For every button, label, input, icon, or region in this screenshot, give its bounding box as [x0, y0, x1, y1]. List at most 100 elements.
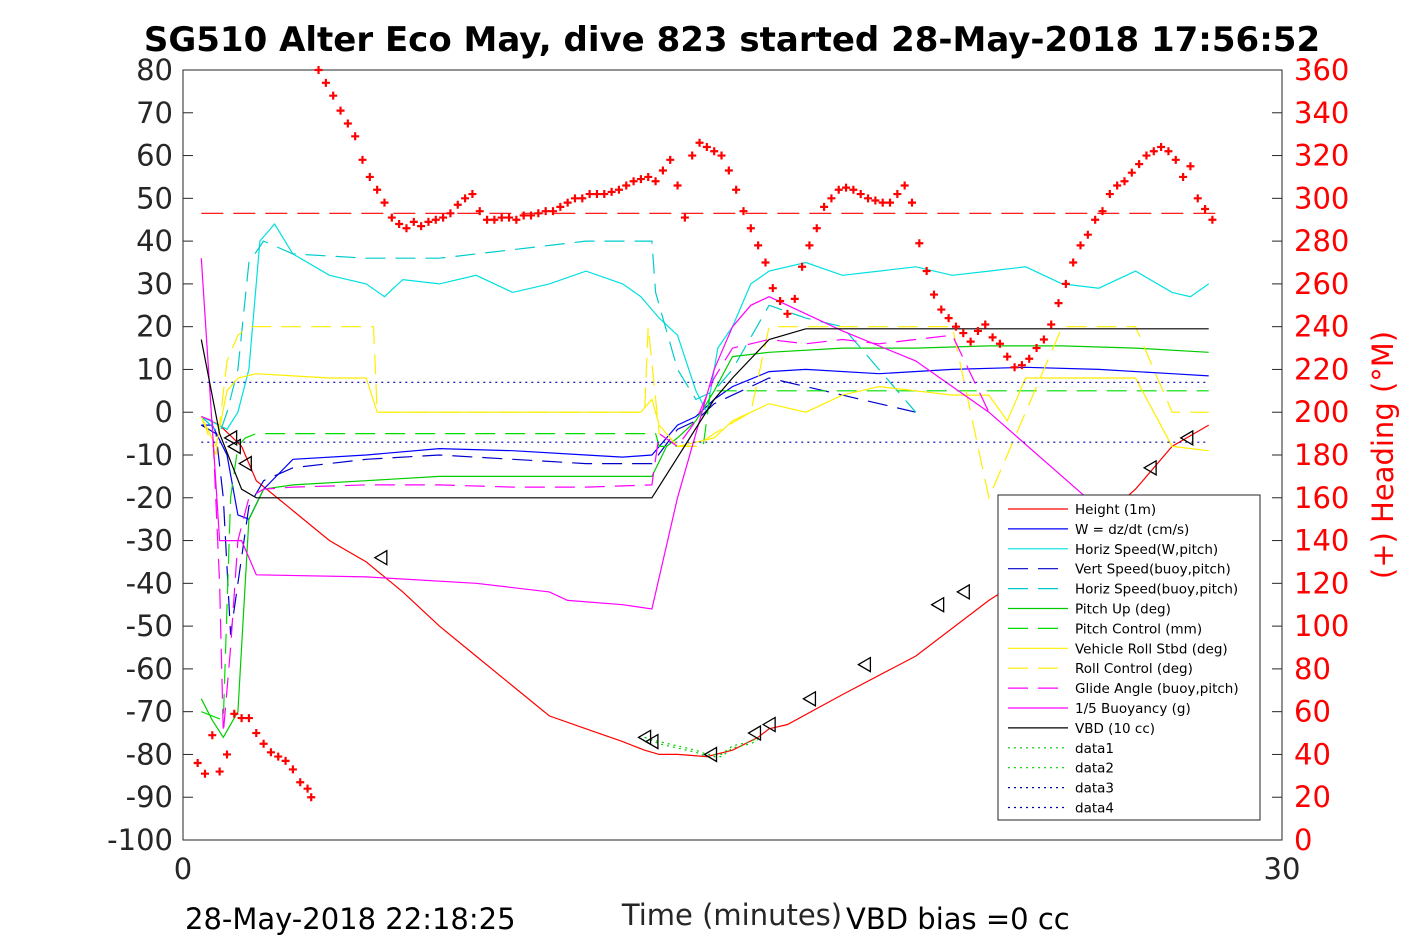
heading-point [1127, 168, 1136, 177]
heading-point [959, 329, 968, 338]
series-line-6 [201, 390, 1209, 722]
heading-point [222, 750, 231, 759]
heading-point [288, 765, 297, 774]
heading-point [1003, 352, 1012, 361]
marker-triangle [637, 729, 652, 746]
x-tick-label: 30 [1264, 852, 1301, 886]
heading-point [739, 207, 748, 216]
y2-tick-label: 300 [1294, 181, 1349, 215]
footer-right: VBD bias =0 cc [846, 902, 1070, 936]
marker-layer [223, 429, 1194, 763]
heading-point [732, 185, 741, 194]
heading-point [600, 190, 609, 199]
heading-point [1193, 194, 1202, 203]
y2-tick-label: 140 [1294, 524, 1349, 558]
heading-point [871, 196, 880, 205]
marker-triangle [703, 746, 718, 763]
heading-point [321, 78, 330, 87]
legend-label: W = dz/dt (cm/s) [1075, 522, 1189, 538]
heading-point [1098, 207, 1107, 216]
heading-point [937, 305, 946, 314]
heading-point [1149, 147, 1158, 156]
marker-triangle [223, 429, 238, 447]
heading-point [644, 172, 653, 181]
heading-point [900, 181, 909, 190]
heading-point [424, 217, 433, 226]
legend-label: Height (1m) [1075, 502, 1156, 518]
y-tick-label: -50 [126, 609, 173, 643]
y2-tick-label: 240 [1294, 310, 1349, 344]
heading-point [468, 190, 477, 199]
heading-point [966, 337, 975, 346]
heading-point [688, 151, 697, 160]
heading-point [783, 309, 792, 318]
series-line-2 [201, 222, 1210, 431]
heading-point [1054, 299, 1063, 308]
series-line-0 [201, 415, 1210, 758]
y2-tick-label: 340 [1294, 96, 1349, 130]
heading-point [556, 202, 565, 211]
heading-point [563, 198, 572, 207]
heading-point [666, 155, 675, 164]
legend-label: data1 [1075, 741, 1114, 757]
heading-point [1025, 354, 1034, 363]
heading-point [296, 778, 305, 787]
chart-title: SG510 Alter Eco May, dive 823 started 28… [144, 20, 1320, 60]
heading-point [1157, 143, 1166, 151]
heading-point [805, 241, 814, 250]
heading-point [1032, 344, 1041, 353]
heading-point [303, 784, 312, 793]
legend-label: Horiz Speed(buoy,pitch) [1075, 582, 1238, 598]
heading-point [834, 185, 843, 194]
heading-point [776, 297, 785, 305]
y-tick-label: 0 [155, 395, 173, 429]
heading-point [761, 258, 770, 267]
heading-point [629, 177, 638, 186]
heading-point [614, 185, 623, 194]
legend-label: data4 [1075, 801, 1114, 817]
heading-point [505, 213, 514, 222]
heading-point [1135, 160, 1144, 169]
heading-point [1179, 172, 1188, 181]
legend-label: 1/5 Buoyancy (g) [1075, 701, 1191, 717]
heading-point [820, 202, 829, 211]
heading-point [259, 739, 268, 748]
heading-point [1039, 335, 1048, 344]
heading-point [951, 322, 960, 331]
heading-point [908, 198, 917, 207]
legend-label: VBD (10 cc) [1075, 721, 1155, 737]
heading-point [281, 756, 290, 765]
heading-point [527, 211, 536, 220]
heading-point [651, 177, 660, 186]
series-line-7 [200, 373, 1209, 452]
y-tick-label: -80 [126, 737, 173, 771]
heading-point [1069, 258, 1078, 267]
heading-point [710, 147, 719, 156]
y-tick-label: 70 [136, 96, 173, 130]
heading-point [431, 215, 440, 224]
legend-label: Pitch Up (deg) [1075, 602, 1171, 618]
series-line-8 [200, 326, 1209, 500]
heading-point [1208, 215, 1217, 224]
legend-label: Roll Control (deg) [1075, 661, 1193, 677]
footer-left: 28-May-2018 22:18:25 [185, 902, 516, 936]
y2-tick-label: 320 [1294, 139, 1349, 173]
heading-point [343, 119, 352, 128]
heading-point [856, 190, 865, 199]
heading-point [658, 166, 667, 175]
heading-point [995, 339, 1004, 348]
heading-point [1120, 177, 1129, 186]
heading-point [1186, 162, 1195, 171]
series-line-3 [200, 377, 916, 635]
marker-triangle [1179, 429, 1194, 447]
y2-tick-label: 200 [1294, 395, 1349, 429]
marker-triangle [373, 549, 388, 566]
series-line-9 [201, 334, 990, 734]
heading-point [1091, 215, 1100, 224]
heading-point [453, 200, 462, 209]
heading-point [446, 209, 455, 218]
y-tick-label: 50 [136, 181, 173, 215]
heading-point [365, 172, 374, 181]
heading-point [842, 183, 851, 192]
